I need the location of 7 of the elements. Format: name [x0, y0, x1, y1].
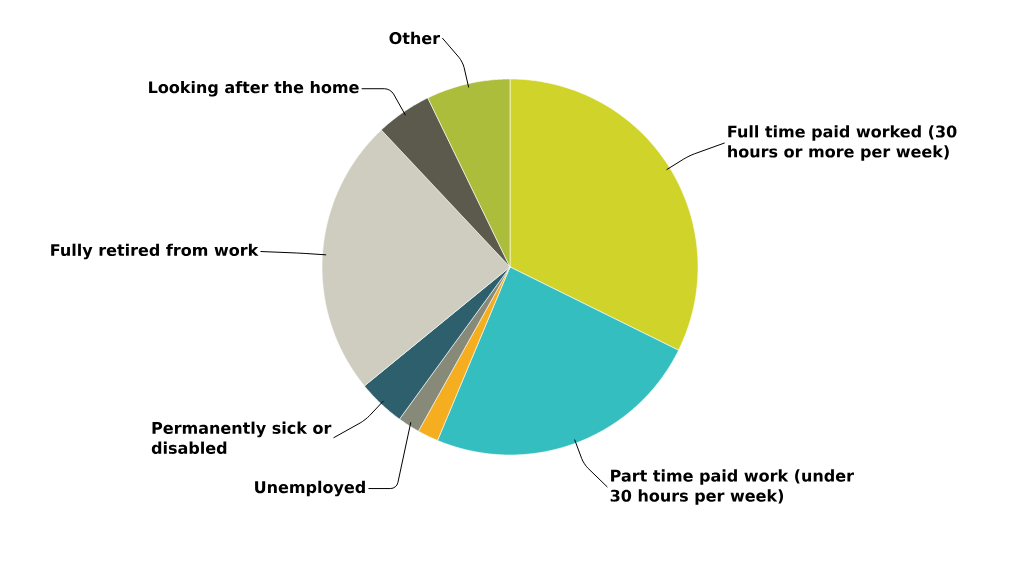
slice-label: Looking after the home	[149, 80, 359, 97]
slice-label: Full time paid worked (30 hours or more per week)	[728, 125, 957, 161]
slice-label: Permanently sick or disabled	[151, 421, 332, 454]
slice-label: Part time paid work (under 30 hours per week)	[610, 469, 854, 505]
slice-label: Unemployed	[255, 480, 365, 497]
slice-label: Fully retired from work	[51, 243, 259, 260]
slice-label: Other	[389, 31, 441, 45]
